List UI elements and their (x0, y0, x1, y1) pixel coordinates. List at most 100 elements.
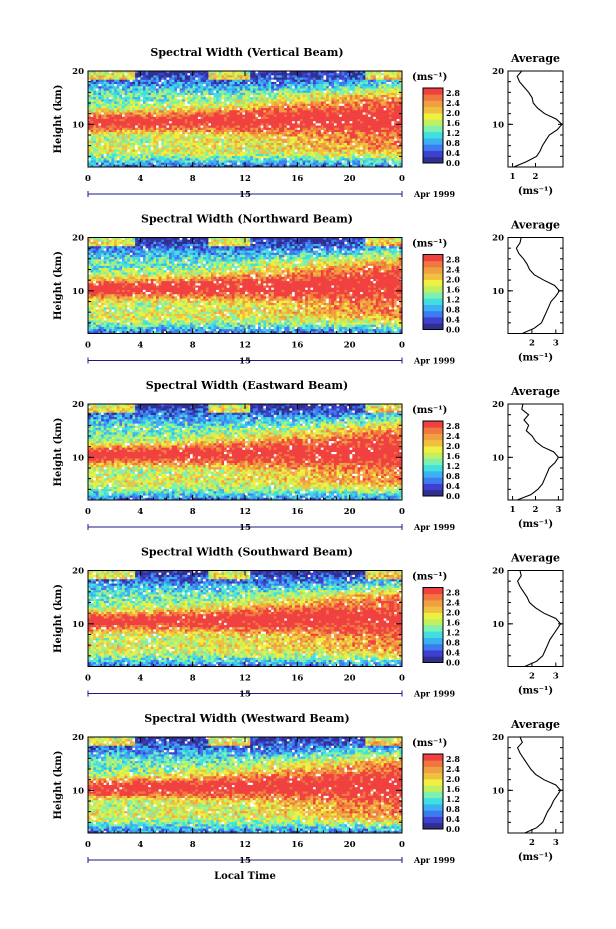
heatmap-cell (239, 125, 243, 129)
heatmap-cell (179, 90, 183, 94)
heatmap-cell (247, 132, 251, 135)
heatmap-cell (258, 147, 261, 150)
heatmap-cell (203, 101, 207, 105)
heatmap-cell (336, 119, 340, 122)
heatmap-cell (169, 79, 173, 83)
heatmap-cell (137, 151, 141, 155)
heatmap-cell (208, 158, 212, 161)
heatmap-cell (210, 129, 214, 133)
heatmap-cell (378, 108, 382, 111)
heatmap-cell (302, 158, 306, 161)
heatmap-cell (349, 156, 353, 159)
heatmap-cell (250, 140, 254, 144)
heatmap-cell (205, 147, 209, 150)
heatmap-cell (354, 108, 358, 111)
heatmap-cell (339, 151, 343, 155)
heatmap-cell (297, 119, 301, 122)
heatmap-cell (129, 123, 133, 126)
heatmap-cell (119, 149, 123, 153)
heatmap-cell (247, 114, 251, 118)
heatmap-cell (224, 145, 227, 148)
heatmap-cell (292, 136, 296, 139)
heatmap-cell (135, 127, 139, 131)
heatmap-cell (375, 90, 379, 94)
heatmap-cell (137, 145, 141, 148)
heatmap-cell (271, 145, 275, 148)
heatmap-cell (148, 140, 152, 144)
heatmap-cell (179, 143, 183, 146)
heatmap-cell (331, 97, 335, 100)
heatmap-cell (114, 75, 118, 78)
heatmap-cell (197, 110, 201, 113)
heatmap-cell (190, 156, 193, 159)
heatmap-cell (108, 156, 112, 159)
heatmap-cell (187, 160, 191, 163)
heatmap-cell (166, 75, 170, 78)
heatmap-cell (239, 151, 243, 155)
heatmap-cell (166, 136, 170, 139)
heatmap-cell (268, 101, 272, 105)
heatmap-cell (313, 125, 316, 129)
heatmap-cell (307, 108, 311, 111)
heatmap-cell (237, 156, 241, 159)
heatmap-cell (294, 136, 298, 139)
heatmap-cell (114, 81, 118, 85)
heatmap-cell (391, 90, 395, 94)
heatmap-cell (216, 132, 220, 135)
heatmap-cell (163, 73, 167, 76)
heatmap-cell (153, 134, 157, 137)
heatmap-cell (169, 112, 173, 115)
heatmap-cell (184, 103, 188, 107)
heatmap-cell (315, 127, 319, 131)
heatmap-cell (176, 71, 180, 74)
heatmap-cell (179, 156, 183, 159)
heatmap-cell (93, 84, 97, 87)
heatmap-cell (122, 114, 125, 118)
heatmap-cell (250, 92, 254, 96)
heatmap-cell (386, 97, 390, 100)
heatmap-cell (176, 103, 180, 107)
heatmap-cell (386, 75, 390, 78)
heatmap-cell (116, 110, 120, 113)
heatmap-cell (213, 138, 217, 142)
heatmap-cell (231, 110, 235, 113)
heatmap-cell (333, 77, 337, 81)
heatmap-cell (132, 138, 136, 142)
heatmap-cell (200, 105, 204, 109)
heatmap-cell (197, 86, 201, 89)
heatmap-cell (352, 158, 356, 161)
heatmap-cell (106, 158, 110, 161)
heatmap-cell (135, 77, 139, 81)
heatmap-cell (260, 114, 264, 118)
heatmap-cell (360, 103, 364, 107)
heatmap-cell (124, 105, 128, 109)
heatmap-cell (184, 160, 188, 163)
heatmap-cell (148, 119, 152, 122)
heatmap-cell (333, 136, 337, 139)
heatmap-cell (284, 84, 288, 87)
heatmap-cell (234, 123, 238, 126)
heatmap-cell (386, 88, 390, 91)
heatmap-cell (88, 127, 91, 131)
heatmap-cell (247, 123, 251, 126)
heatmap-cell (98, 110, 102, 113)
heatmap-cell (205, 121, 209, 124)
heatmap-cell (320, 112, 324, 115)
heatmap-cell (360, 129, 364, 133)
heatmap-cell (362, 112, 366, 115)
heatmap-cell (268, 153, 272, 157)
heatmap-cell (273, 90, 277, 94)
heatmap-cell (231, 151, 235, 155)
heatmap-cell (354, 101, 358, 105)
heatmap-cell (360, 158, 364, 161)
heatmap-cell (333, 147, 337, 150)
heatmap-cell (386, 134, 390, 137)
heatmap-cell (394, 129, 398, 133)
heatmap-cell (132, 129, 136, 133)
heatmap-cell (221, 119, 225, 122)
heatmap-cell (362, 84, 366, 87)
heatmap-cell (234, 103, 238, 107)
heatmap-cell (127, 149, 131, 153)
heatmap-cell (129, 121, 133, 124)
heatmap-cell (331, 114, 335, 118)
